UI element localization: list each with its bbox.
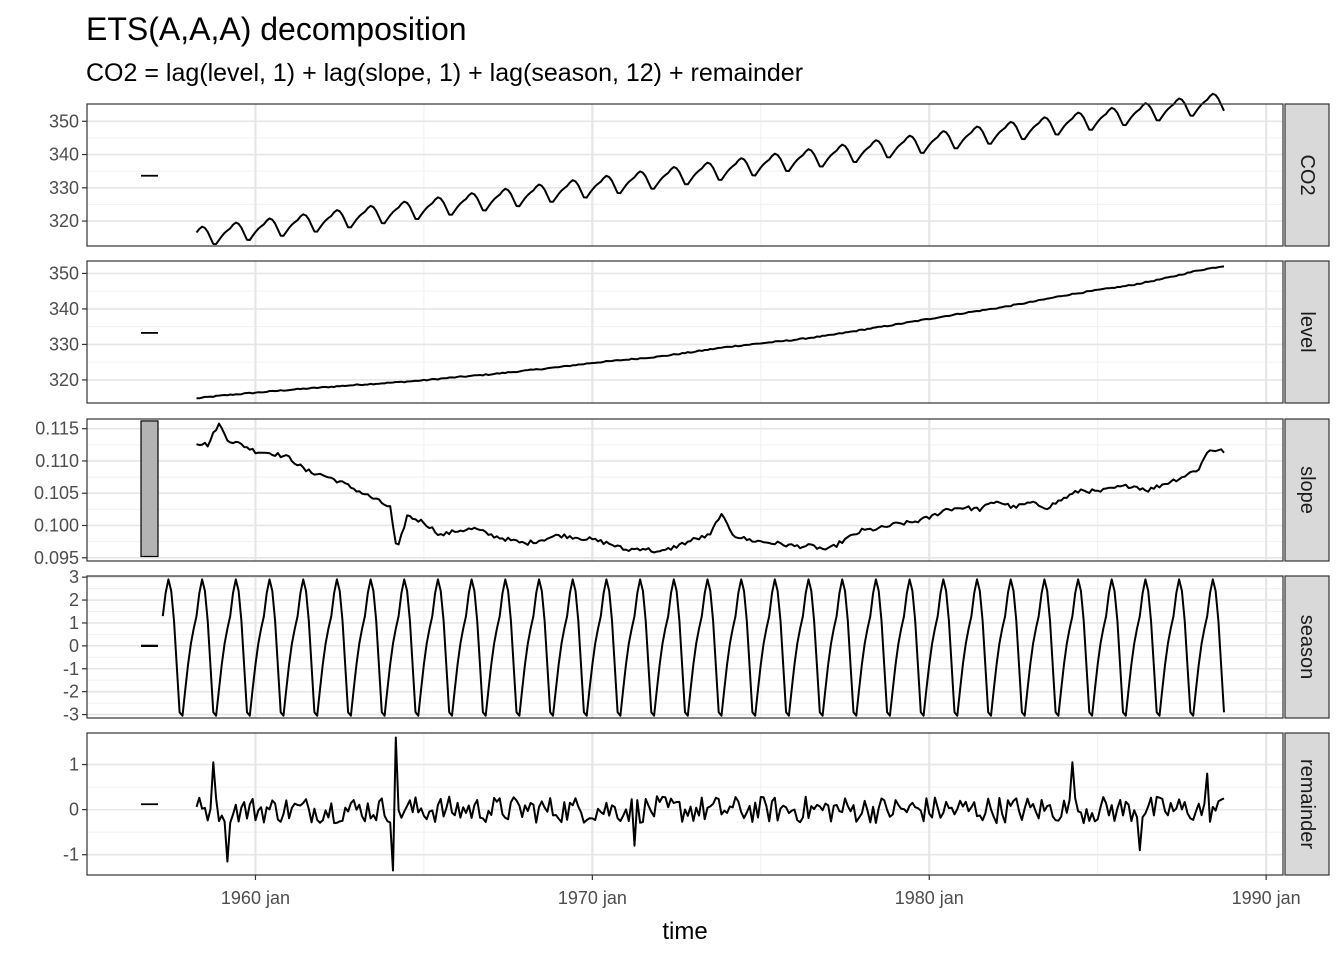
- y-tick-label: 330: [49, 334, 79, 354]
- x-axis: 1960 jan 1970 jan 1980 jan 1990 jan: [221, 875, 1301, 908]
- x-axis-title: time: [662, 918, 707, 945]
- facet-strip-label: level: [1296, 311, 1318, 352]
- facet-strip-label: remainder: [1296, 759, 1318, 849]
- y-tick-label: -3: [63, 705, 79, 725]
- facet-strip-label: season: [1296, 615, 1318, 680]
- y-tick-label: 0.095: [34, 548, 79, 568]
- facet-strip-label: CO2: [1296, 154, 1318, 195]
- panel-slope: 0.095 0.100 0.105 0.110 0.115 slope: [34, 418, 1330, 568]
- x-tick-label: 1970 jan: [558, 888, 627, 908]
- x-tick-label: 1980 jan: [895, 888, 964, 908]
- facet-strip: [1284, 732, 1330, 876]
- panel-border: [86, 732, 1284, 876]
- panel-background: [87, 261, 1283, 403]
- panel-remainder: -1 0 1 remainder: [63, 732, 1330, 876]
- y-tick-label: 330: [49, 178, 79, 198]
- facet-strip: [1284, 103, 1330, 247]
- y-tick-label: -2: [63, 682, 79, 702]
- y-tick-label: 0.100: [34, 516, 79, 536]
- y-tick-label: -1: [63, 845, 79, 865]
- y-tick-label: 1: [69, 613, 79, 633]
- panel-background: [87, 733, 1283, 875]
- y-tick-label: 0.105: [34, 483, 79, 503]
- panel-co2: 320 330 340 350 CO2: [49, 92, 1330, 247]
- scale-range-bar: [141, 803, 158, 806]
- facet-strip: [1284, 418, 1330, 562]
- y-tick-label: 3: [69, 567, 79, 587]
- panel-border: [86, 418, 1284, 562]
- facet-strip: [1284, 575, 1330, 719]
- y-tick-label: -1: [63, 659, 79, 679]
- facet-strip-label: slope: [1296, 466, 1318, 514]
- y-tick-label: 0: [69, 636, 79, 656]
- y-tick-label: 1: [69, 755, 79, 775]
- panel-season: -3 -2 -1 0 1 2 3 season: [63, 567, 1330, 725]
- y-tick-label: 0.115: [35, 419, 79, 439]
- y-tick-label: 2: [69, 590, 79, 610]
- y-tick-label: 350: [49, 111, 79, 131]
- series-line-slope: [196, 422, 1225, 554]
- scale-range-bar: [141, 332, 158, 334]
- series-line-season: [161, 578, 1225, 717]
- panel-border: [86, 260, 1284, 404]
- scale-range-bar: [141, 644, 158, 647]
- series-line-co2: [195, 92, 1225, 246]
- y-tick-label: 0: [69, 800, 79, 820]
- series-line-level: [196, 265, 1225, 400]
- panel-border: [86, 575, 1284, 719]
- y-tick-label: 350: [49, 263, 79, 283]
- scale-range-bar: [140, 420, 159, 558]
- y-tick-label: 340: [49, 145, 79, 165]
- facet-panels: 320330340350CO2320330340350level0.0950.1…: [34, 92, 1330, 876]
- y-tick-label: 320: [49, 211, 79, 231]
- y-tick-label: 320: [49, 370, 79, 390]
- facet-strip: [1284, 260, 1330, 404]
- chart-title: ETS(A,A,A) decomposition: [86, 11, 467, 47]
- panel-border: [86, 103, 1284, 247]
- y-tick-label: 0.110: [35, 451, 79, 471]
- panel-level: 320 330 340 350 level: [49, 260, 1330, 404]
- x-tick-label: 1960 jan: [221, 888, 290, 908]
- y-tick-label: 340: [49, 299, 79, 319]
- panel-background: [87, 104, 1283, 246]
- series-line-remainder: [195, 736, 1225, 872]
- chart-subtitle: CO2 = lag(level, 1) + lag(slope, 1) + la…: [86, 59, 803, 87]
- scale-range-bar: [141, 174, 158, 177]
- x-tick-label: 1990 jan: [1232, 888, 1301, 908]
